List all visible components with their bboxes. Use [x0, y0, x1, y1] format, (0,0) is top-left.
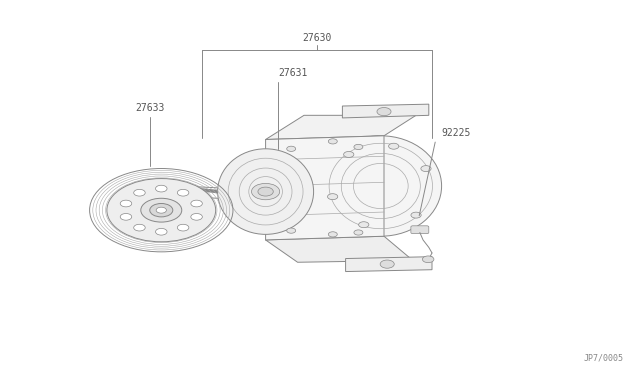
- Polygon shape: [266, 136, 384, 240]
- Circle shape: [258, 187, 273, 196]
- Circle shape: [422, 256, 434, 263]
- Circle shape: [328, 139, 337, 144]
- Polygon shape: [266, 236, 413, 262]
- Ellipse shape: [179, 183, 186, 198]
- Circle shape: [328, 232, 337, 237]
- Circle shape: [354, 230, 363, 235]
- Circle shape: [120, 200, 132, 207]
- Circle shape: [421, 166, 431, 171]
- Text: 92225: 92225: [442, 128, 471, 138]
- Text: 27633: 27633: [136, 103, 165, 113]
- Ellipse shape: [320, 136, 442, 236]
- Circle shape: [287, 146, 296, 151]
- Circle shape: [358, 222, 369, 228]
- Circle shape: [107, 179, 216, 242]
- Circle shape: [156, 185, 167, 192]
- Circle shape: [141, 198, 182, 222]
- Circle shape: [150, 203, 173, 217]
- Circle shape: [411, 212, 421, 218]
- Circle shape: [134, 224, 145, 231]
- Circle shape: [156, 207, 166, 213]
- Circle shape: [134, 189, 145, 196]
- Polygon shape: [266, 115, 416, 140]
- Circle shape: [252, 183, 280, 200]
- Circle shape: [191, 200, 202, 207]
- Circle shape: [328, 194, 338, 200]
- Ellipse shape: [218, 149, 314, 234]
- Circle shape: [120, 214, 132, 220]
- Circle shape: [354, 144, 363, 150]
- Text: JP7/0005: JP7/0005: [584, 354, 624, 363]
- Circle shape: [377, 108, 391, 116]
- Circle shape: [388, 143, 399, 149]
- Circle shape: [344, 151, 354, 157]
- Polygon shape: [342, 104, 429, 118]
- Circle shape: [380, 260, 394, 268]
- Text: 27630: 27630: [302, 33, 332, 43]
- Text: 27631: 27631: [278, 68, 308, 78]
- Circle shape: [287, 228, 296, 233]
- Circle shape: [177, 224, 189, 231]
- Polygon shape: [346, 257, 432, 272]
- Circle shape: [156, 228, 167, 235]
- Circle shape: [191, 214, 202, 220]
- Circle shape: [177, 189, 189, 196]
- FancyBboxPatch shape: [411, 226, 429, 234]
- Circle shape: [158, 185, 175, 195]
